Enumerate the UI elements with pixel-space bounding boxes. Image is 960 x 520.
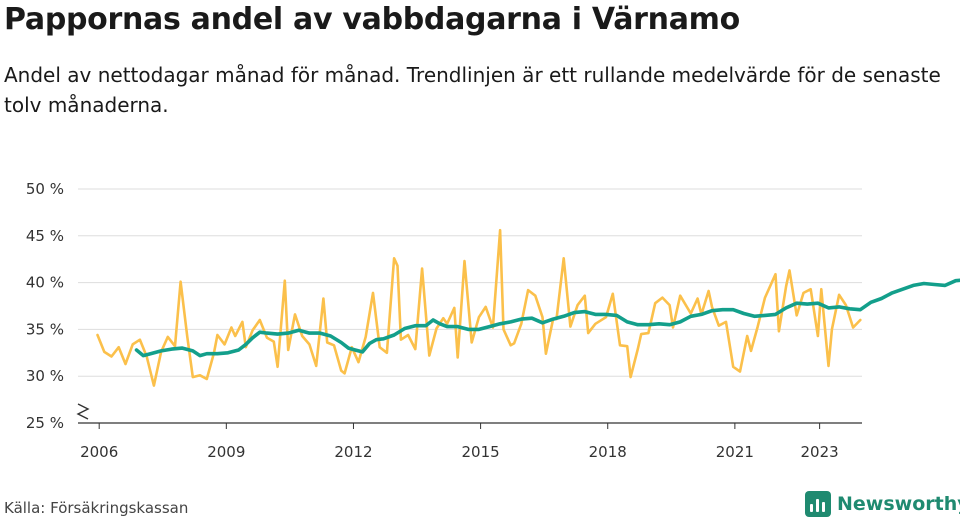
x-tick-label: 2021 — [716, 443, 754, 461]
chart-subtitle: Andel av nettodagar månad för månad. Tre… — [4, 63, 941, 117]
brand-logo[interactable]: Newsworthy — [805, 488, 960, 520]
x-tick-label: 2023 — [801, 443, 839, 461]
bar-chart-icon — [805, 491, 831, 517]
y-tick-label: 50 % — [26, 180, 64, 198]
series-lines — [96, 228, 960, 387]
y-tick-label: 25 % — [26, 414, 64, 432]
y-tick-label: 45 % — [26, 227, 64, 245]
x-tick-label: 2009 — [207, 443, 245, 461]
x-tick-label: 2018 — [589, 443, 627, 461]
y-tick-label: 40 % — [26, 274, 64, 292]
brand-name: Newsworthy — [837, 493, 960, 515]
x-tick-label: 2006 — [80, 443, 118, 461]
y-tick-label: 30 % — [26, 367, 64, 385]
x-tick-label: 2015 — [462, 443, 500, 461]
x-tick-label: 2012 — [334, 443, 372, 461]
axis-break-icon — [76, 403, 90, 420]
gridlines — [78, 188, 862, 377]
trend-series-line — [134, 278, 960, 358]
source-note: Källa: Försäkringskassan — [4, 499, 189, 517]
monthly-series-line — [96, 228, 862, 387]
y-tick-label: 35 % — [26, 320, 64, 338]
axes: 25 % 30 % 35 % 40 % 45 % 50 % 2006 2009 2012 2015… — [26, 180, 862, 461]
chart-title: Pappornas andel av vabbdagarna i Värnamo — [4, 2, 740, 37]
